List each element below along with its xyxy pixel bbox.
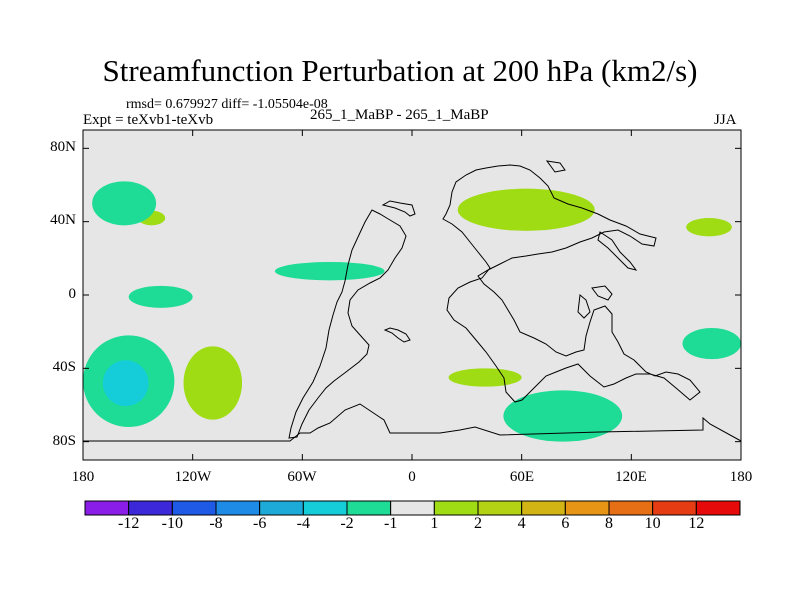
- colorbar-swatch: [302, 500, 348, 516]
- anomaly-region: [274, 262, 385, 281]
- rmsd-stats: rmsd= 0.679927 diff= -1.05504e-08: [126, 97, 328, 112]
- colorbar-swatch: [259, 500, 304, 516]
- colorbar-label: -1: [383, 515, 398, 532]
- colorbar-swatch: [171, 500, 217, 516]
- colorbar-swatch: [433, 500, 479, 516]
- colorbar-label: -6: [252, 515, 267, 532]
- x-tick-label: 180: [729, 469, 753, 485]
- colorbar-swatch: [521, 500, 566, 516]
- plot-title: Streamfunction Perturbation at 200 hPa (…: [102, 53, 698, 88]
- x-tick-label: 120E: [615, 469, 647, 485]
- season-label: JJA: [714, 112, 737, 128]
- y-tick-label: 80S: [52, 433, 76, 449]
- colorbar-swatch: [215, 500, 261, 516]
- anomaly-region: [457, 188, 595, 231]
- colorbar-label: 12: [688, 515, 705, 532]
- anomaly-region: [682, 328, 741, 360]
- x-tick-label: 60W: [287, 469, 317, 485]
- colorbar-label: -8: [209, 515, 223, 532]
- x-tick-label: 120W: [174, 469, 212, 485]
- anomaly-region: [686, 218, 732, 237]
- x-tick-label: 180: [71, 469, 95, 485]
- coastlines: [83, 160, 742, 442]
- colorbar-swatch: [608, 500, 654, 516]
- anomaly-region: [503, 390, 623, 442]
- anomaly-region: [92, 181, 157, 226]
- y-tick-label: 0: [68, 286, 77, 302]
- anomaly-region: [448, 368, 522, 387]
- anomaly-region: [183, 346, 243, 420]
- colorbar-label: -2: [340, 515, 354, 532]
- colorbar-label: -10: [161, 515, 183, 532]
- colorbar-label: 1: [430, 515, 439, 532]
- colorbar-label: -12: [117, 515, 140, 532]
- colorbar-swatch: [390, 500, 435, 516]
- y-tick-label: 80N: [50, 139, 76, 155]
- colorbar-swatch: [652, 500, 697, 516]
- colorbar-swatch: [128, 500, 173, 516]
- experiment-label: Expt = teXvb1-teXvb: [83, 112, 214, 128]
- anomaly-contours: [83, 181, 741, 442]
- colorbar-label: -4: [296, 515, 310, 532]
- colorbar-swatch: [346, 500, 392, 516]
- colorbar-swatch: [564, 500, 610, 516]
- anomaly-region: [128, 285, 193, 308]
- y-tick-label: 40N: [50, 212, 76, 228]
- anomaly-core-region: [102, 360, 149, 407]
- colorbar-label: 6: [561, 515, 570, 532]
- colorbar-swatch: [695, 500, 741, 516]
- colorbar-label: 4: [517, 515, 526, 532]
- colorbar-swatch: [477, 500, 523, 516]
- case-names: 265_1_MaBP - 265_1_MaBP: [310, 107, 489, 123]
- x-tick-label: 0: [408, 469, 416, 485]
- x-tick-label: 60E: [509, 469, 535, 485]
- colorbar-swatch: [84, 500, 130, 516]
- colorbar-label: 8: [605, 515, 613, 532]
- colorbar-label: 10: [644, 515, 661, 532]
- colorbar-label: 2: [474, 515, 482, 532]
- y-tick-label: 40S: [52, 359, 76, 375]
- axis-ticks: [82, 130, 742, 460]
